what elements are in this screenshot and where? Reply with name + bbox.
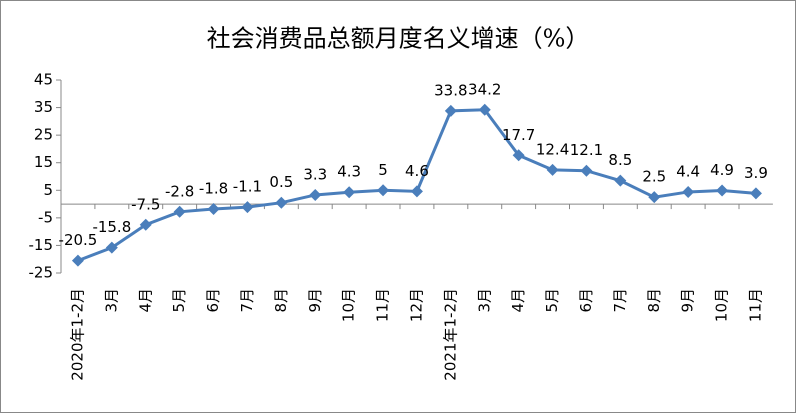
marker — [309, 188, 322, 201]
data-label: -2.8 — [165, 182, 194, 200]
marker — [139, 218, 152, 231]
x-tick-label: 10月 — [340, 288, 358, 322]
marker — [614, 174, 627, 187]
y-tick-label: 15 — [34, 153, 53, 171]
data-label: -20.5 — [59, 231, 98, 249]
x-tick-label: 4月 — [509, 288, 527, 313]
marker — [71, 254, 84, 267]
marker — [105, 241, 118, 254]
x-tick-label: 2021年1-2月 — [441, 288, 459, 381]
marker — [478, 103, 491, 116]
marker — [682, 185, 695, 198]
marker — [207, 203, 220, 216]
data-label: 4.9 — [710, 161, 734, 179]
x-tick-label: 5月 — [170, 288, 188, 313]
data-label: 12.4 — [536, 140, 569, 158]
y-tick-label: -25 — [29, 264, 54, 282]
data-label: 3.3 — [303, 165, 327, 183]
x-tick-label: 7月 — [238, 288, 256, 313]
data-label: 33.8 — [434, 81, 467, 99]
x-tick-label: 11月 — [374, 288, 392, 322]
marker — [444, 104, 457, 117]
y-tick-label: -5 — [38, 208, 53, 226]
data-label: 4.6 — [405, 162, 429, 180]
x-tick-label: 12月 — [407, 288, 425, 322]
x-tick-label: 6月 — [204, 288, 222, 313]
data-label: 4.3 — [337, 163, 361, 181]
y-tick-label: 25 — [34, 126, 53, 144]
y-tick-label: 45 — [34, 71, 53, 89]
x-tick-label: 9月 — [306, 288, 324, 313]
x-tick-label: 11月 — [746, 288, 764, 322]
data-label: 0.5 — [269, 173, 293, 191]
marker — [377, 184, 390, 197]
marker — [173, 205, 186, 218]
x-tick-label: 7月 — [611, 288, 629, 313]
x-tick-label: 4月 — [136, 288, 154, 313]
x-tick-label: 2020年1-2月 — [68, 288, 86, 381]
marker — [410, 185, 423, 198]
x-tick-label: 10月 — [713, 288, 731, 322]
marker — [749, 187, 762, 200]
data-label: -1.8 — [199, 180, 228, 198]
x-tick-label: 9月 — [679, 288, 697, 313]
y-tick-label: 35 — [34, 98, 53, 116]
marker — [512, 149, 525, 162]
marker — [648, 191, 661, 204]
data-label: 3.9 — [744, 164, 768, 182]
marker — [546, 163, 559, 176]
marker — [580, 164, 593, 177]
marker — [716, 184, 729, 197]
data-label: 4.4 — [676, 162, 700, 180]
data-label: 8.5 — [608, 151, 632, 169]
marker — [275, 196, 288, 209]
x-tick-label: 3月 — [102, 288, 120, 313]
x-tick-label: 8月 — [272, 288, 290, 313]
marker — [343, 186, 356, 199]
data-label: 2.5 — [642, 168, 666, 186]
data-label: -1.1 — [233, 178, 262, 196]
y-tick-label: 5 — [43, 181, 53, 199]
data-label: -7.5 — [131, 195, 160, 213]
data-label: 34.2 — [468, 80, 501, 98]
x-tick-label: 8月 — [645, 288, 663, 313]
x-tick-label: 5月 — [543, 288, 561, 313]
marker — [241, 201, 254, 214]
data-label: 12.1 — [570, 141, 603, 159]
data-label: -15.8 — [92, 218, 131, 236]
data-label: 17.7 — [502, 126, 535, 144]
x-tick-label: 3月 — [475, 288, 493, 313]
data-label: 5 — [378, 161, 388, 179]
y-tick-label: -15 — [29, 236, 54, 254]
chart-title: 社会消费品总额月度名义增速（%） — [207, 25, 590, 53]
x-tick-label: 6月 — [577, 288, 595, 313]
